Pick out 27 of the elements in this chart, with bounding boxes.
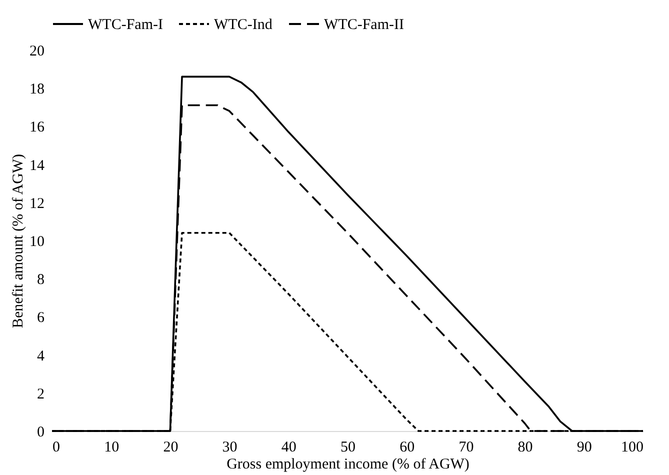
x-tick-label: 0 [52,440,60,456]
x-tick-label: 10 [104,440,120,456]
y-tick-label: 14 [30,158,45,174]
y-tick-label: 16 [30,120,45,136]
x-tick-label: 40 [281,440,296,456]
x-tick-label: 50 [340,440,356,456]
x-tick-label: 30 [222,440,238,456]
legend-label: WTC-Fam-I [88,17,163,33]
x-tick-label: 90 [576,440,592,456]
y-tick-label: 10 [30,234,44,250]
y-tick-label: 0 [37,424,44,440]
y-tick-label: 18 [30,82,44,98]
y-tick-label: 4 [37,348,45,364]
y-tick-label: 12 [30,196,44,212]
y-tick-label: 6 [37,310,45,326]
x-tick-label: 60 [400,440,415,456]
y-tick-label: 8 [37,272,44,288]
legend-label: WTC-Ind [214,17,273,33]
y-axis-title: Benefit amount (% of AGW) [10,154,26,328]
y-tick-label: 20 [30,44,44,60]
x-tick-label: 20 [163,440,178,456]
x-tick-label: 70 [458,440,474,456]
x-tick-label: 100 [621,440,644,456]
x-axis-title: Gross employment income (% of AGW) [226,456,470,472]
y-tick-label: 2 [37,386,44,402]
legend-label: WTC-Fam-II [324,17,404,33]
x-tick-label: 80 [518,440,533,456]
